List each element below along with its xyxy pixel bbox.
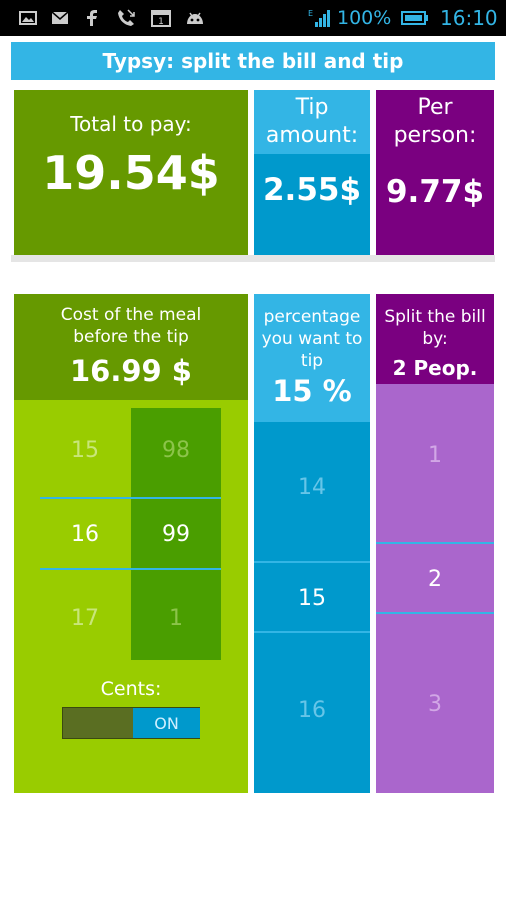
battery-percent: 100% [337,7,392,29]
meal-cost-header: Cost of the meal before the tip 16.99 $ [14,294,248,400]
per-person-value: 9.77$ [385,174,485,210]
cents-toggle[interactable]: ON [62,707,200,739]
missed-call-icon [115,9,137,27]
tip-percent-label: percentage you want to tip [261,307,363,371]
facebook-icon [84,9,100,27]
cents-picker[interactable] [131,408,221,660]
divider [11,255,495,262]
tip-percent-header: percentage you want to tip 15 % [254,294,370,422]
meal-cost-value: 16.99 $ [69,354,192,388]
tip-amount-panel: Tip amount: 2.55$ [254,90,370,255]
total-label: Total to pay: [70,112,192,136]
cents-picker-item[interactable]: 98 [162,437,190,463]
battery-icon [401,9,429,27]
tip-picker-item[interactable]: 14 [298,474,326,500]
split-header: Split the bill by: 2 Peop. [376,294,494,384]
clock: 16:10 [440,6,498,30]
meal-cost-label: Cost of the meal before the tip [60,305,202,347]
status-bar: 1 E 100% 16:10 [0,0,506,36]
picker-selection-line [40,497,221,499]
tip-percent-value: 15 % [272,374,352,408]
picker-selection-line [40,568,221,570]
tip-label-bg [254,90,370,154]
picker-selection-line [254,561,370,563]
tip-picker-selected[interactable]: 15 [298,585,326,611]
dollars-picker-selected[interactable]: 16 [71,521,99,547]
dollars-picker-item[interactable]: 17 [71,605,99,631]
tip-amount-label: Tip amount: [265,95,359,148]
gallery-icon [18,9,38,27]
signal-icon: E [306,9,332,27]
per-person-label: Per person: [393,95,477,148]
split-picker-selected[interactable]: 2 [428,566,442,592]
calendar-icon: 1 [150,9,172,27]
svg-text:E: E [308,9,313,18]
total-value: 19.54$ [42,146,220,200]
cents-label: Cents: [100,678,162,700]
picker-selection-line [376,612,494,614]
tip-picker-item[interactable]: 16 [298,697,326,723]
picker-selection-line [376,542,494,544]
split-picker-item[interactable]: 3 [428,691,442,717]
cents-picker-item[interactable]: 1 [169,605,183,631]
android-icon [184,9,206,27]
app-title: Typsy: split the bill and tip [11,42,495,80]
tip-amount-value: 2.55$ [262,172,362,208]
mail-icon [50,9,70,27]
cents-picker-selected[interactable]: 99 [162,521,190,547]
per-person-panel: Per person: 9.77$ [376,90,494,255]
split-picker-item[interactable]: 1 [428,442,442,468]
cents-toggle-on[interactable]: ON [133,708,200,738]
picker-selection-line [254,631,370,633]
svg-text:1: 1 [158,17,164,27]
split-value: 2 Peop. [392,356,478,380]
split-label: Split the bill by: [384,307,486,349]
dollars-picker-item[interactable]: 15 [71,437,99,463]
total-panel: Total to pay: 19.54$ [14,90,248,255]
